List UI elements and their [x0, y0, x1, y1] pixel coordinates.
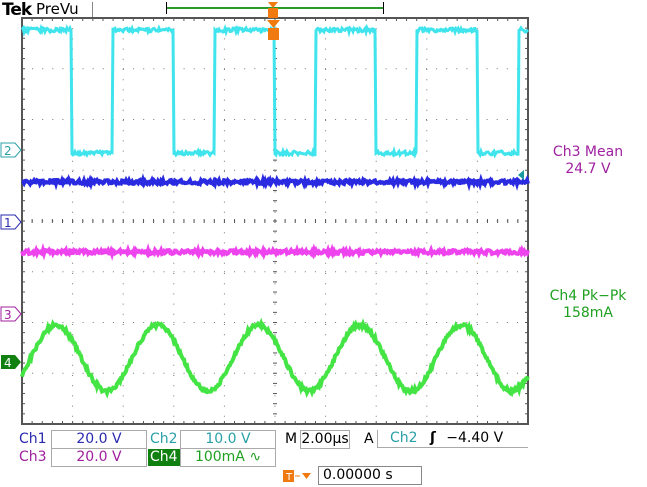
- ch1-scale[interactable]: 20.0 V: [51, 430, 147, 449]
- timebase-label: M: [285, 431, 297, 448]
- ch3-mean-measurement: Ch3 Mean 24.7 V: [533, 144, 643, 178]
- ch3-label[interactable]: Ch3: [19, 449, 47, 466]
- rising-edge-icon: ʃ: [430, 430, 436, 446]
- svg-text:T: T: [285, 472, 293, 483]
- trigger-readout[interactable]: Ch2 ʃ −4.40 V: [377, 430, 528, 448]
- ch2-marker[interactable]: 2: [1, 143, 21, 158]
- ch2-label[interactable]: Ch2: [150, 431, 178, 448]
- ch4-scale-value: 100mA: [195, 449, 245, 465]
- ch3-marker[interactable]: 3: [1, 307, 21, 322]
- timebase-value[interactable]: 2.00µs: [300, 430, 350, 449]
- ch3-waveform: [22, 250, 528, 254]
- svg-text:2: 2: [4, 144, 12, 158]
- ch2-scale[interactable]: 10.0 V: [180, 430, 276, 449]
- trigger-position-icon: T: [283, 468, 313, 482]
- trigger-source: Ch2: [390, 430, 418, 446]
- ch4-marker[interactable]: 4: [1, 355, 21, 370]
- ch4-scale[interactable]: 100mA ∿: [180, 448, 276, 467]
- svg-text:3: 3: [4, 308, 12, 322]
- trigger-position-marker[interactable]: [267, 2, 280, 40]
- svg-text:1: 1: [4, 216, 12, 230]
- ch1-waveform: [22, 180, 528, 184]
- ac-coupling-icon: ∿: [249, 449, 261, 465]
- ch4-pkpk-measurement: Ch4 Pk−Pk 158mA: [533, 288, 643, 322]
- horizontal-position[interactable]: 0.00000 s: [318, 466, 422, 485]
- ch4-label[interactable]: Ch4: [148, 449, 180, 466]
- trigger-label: A: [364, 431, 374, 448]
- ch2-waveform: [22, 28, 528, 155]
- ch3-scale[interactable]: 20.0 V: [51, 448, 147, 467]
- ch1-marker[interactable]: 1: [1, 215, 21, 230]
- svg-text:4: 4: [4, 356, 12, 370]
- ch4-waveform: [22, 323, 528, 392]
- ch1-label[interactable]: Ch1: [19, 431, 47, 448]
- trigger-level: −4.40 V: [446, 430, 503, 446]
